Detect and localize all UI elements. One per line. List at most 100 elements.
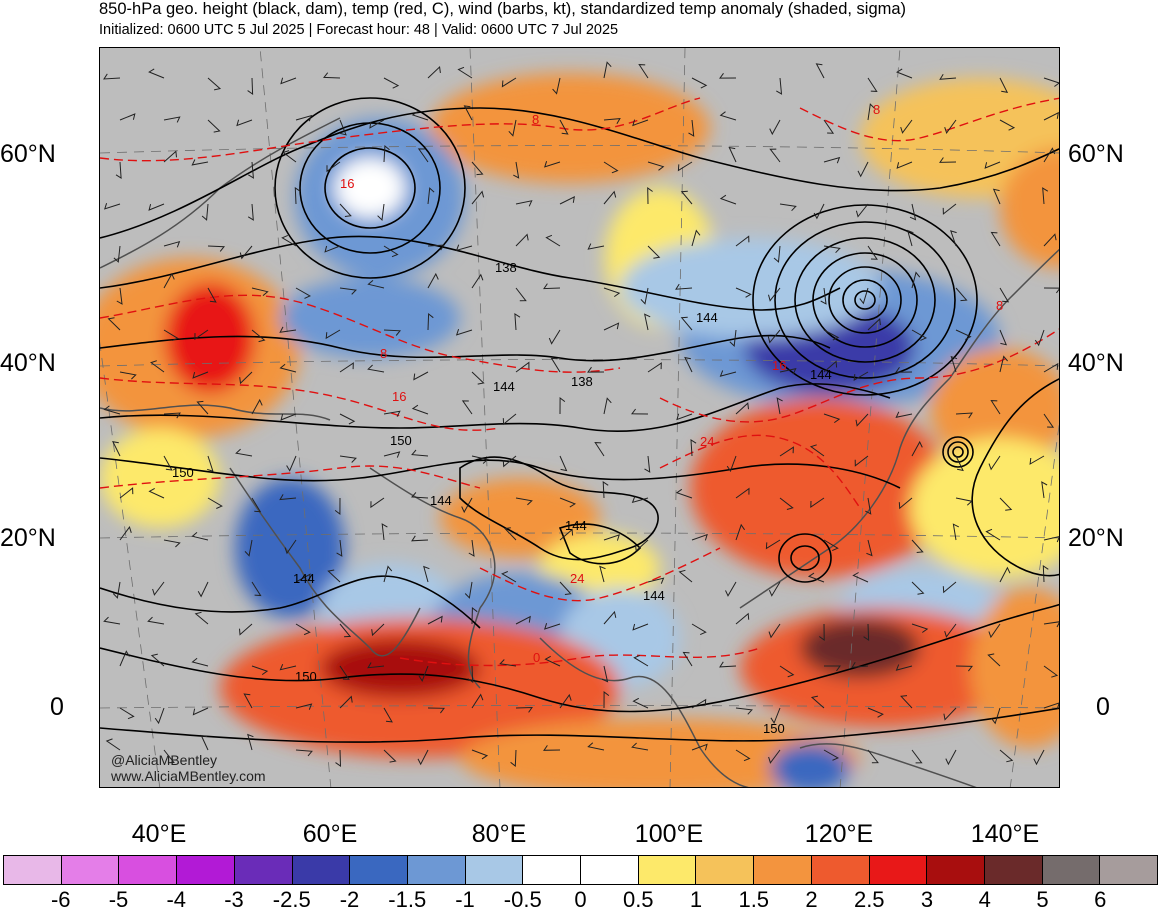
wind-barb: [543, 283, 561, 290]
wind-barb: [813, 203, 825, 220]
colorbar-tick-label: -2.5: [272, 887, 311, 912]
wind-barb: [603, 397, 612, 415]
wind-barb: [632, 697, 649, 709]
wind-barb: [632, 119, 649, 127]
wind-barb: [152, 581, 165, 596]
wind-barb: [900, 695, 913, 709]
wind-barb: [945, 749, 957, 766]
wind-barb: [499, 659, 517, 667]
wind-barb: [461, 400, 473, 415]
wind-barb: [779, 665, 795, 678]
wind-barb: [779, 446, 794, 457]
wind-barb: [999, 497, 1013, 511]
wind-barb: [823, 539, 839, 552]
wind-barb: [207, 455, 214, 472]
wind-barb: [950, 230, 957, 247]
wind-barb: [515, 497, 533, 506]
wind-barb: [719, 194, 737, 205]
wind-barb: [471, 190, 485, 205]
colorbar-tick-label: 3: [920, 887, 934, 912]
wind-barb: [200, 734, 209, 751]
colorbar-swatch: [4, 856, 62, 884]
wind-barb: [1042, 187, 1049, 205]
wind-barb: [955, 497, 973, 506]
colorbar-swatch: [581, 856, 639, 884]
wind-barb: [999, 355, 1008, 373]
colorbar-tick-label: 5: [1036, 887, 1049, 912]
wind-barb: [163, 150, 177, 163]
wind-barb: [324, 245, 341, 253]
wind-barb: [119, 707, 135, 720]
wind-barb: [691, 533, 708, 541]
wind-barb: [502, 413, 517, 426]
wind-barb: [194, 611, 209, 625]
wind-barb: [248, 161, 254, 179]
wind-barb: [939, 157, 957, 163]
height-label: 144: [293, 571, 315, 586]
wind-barb: [990, 400, 1001, 415]
wind-barb: [515, 706, 533, 713]
wind-barb: [339, 695, 353, 709]
wind-barb: [383, 245, 399, 258]
lat-label-40-right: 40°N: [1068, 349, 1124, 377]
wind-barb: [594, 442, 605, 457]
wind-barb: [999, 566, 1011, 583]
wind-barb: [559, 528, 574, 541]
wind-barb: [295, 114, 313, 122]
wind-barb: [987, 653, 1001, 667]
wind-barb: [675, 283, 693, 290]
wind-barb: [515, 200, 533, 207]
wind-barb: [950, 355, 958, 373]
wind-barb: [116, 287, 123, 305]
colorbar-swatch: [407, 856, 466, 884]
wind-barb: [955, 665, 973, 672]
wind-barb: [559, 693, 572, 709]
wind-barb: [112, 581, 121, 599]
wind-barb: [911, 623, 929, 633]
wind-barb: [587, 366, 605, 373]
wind-barb: [895, 367, 913, 373]
wind-barb: [247, 203, 254, 221]
wind-barb: [207, 287, 217, 303]
height-label: 144: [565, 518, 587, 533]
credit-handle: @AliciaMBentley: [111, 752, 218, 768]
map-canvas: 138 144 144 138 144 150 150 144 144 144 …: [100, 48, 1059, 787]
colorbar-tick-label: 2: [805, 887, 818, 912]
wind-barb: [119, 650, 130, 667]
wind-barb: [603, 287, 621, 298]
wind-barb: [631, 408, 649, 415]
height-label: 144: [430, 493, 452, 508]
wind-barb: [911, 749, 923, 764]
wind-barb: [417, 148, 429, 163]
wind-barb: [603, 118, 621, 124]
wind-barb: [680, 316, 693, 331]
wind-barb: [239, 623, 253, 636]
wind-barb: [867, 318, 881, 331]
colorbar-tick-label: -2: [339, 887, 360, 912]
wind-barb: [336, 539, 343, 557]
wind-barb: [514, 313, 521, 331]
wind-barb: [719, 111, 737, 121]
colorbar-swatch: [811, 856, 870, 884]
wind-barb: [411, 449, 429, 457]
wind-barb: [191, 657, 209, 667]
wind-barb: [819, 623, 825, 641]
wind-barb: [279, 363, 297, 373]
wind-barb: [559, 196, 575, 205]
wind-barb: [115, 161, 122, 179]
wind-barb: [381, 523, 388, 541]
wind-barb: [559, 581, 572, 595]
wind-barb: [339, 287, 357, 295]
wind-barb: [545, 234, 561, 247]
wind-barb: [548, 329, 561, 345]
wind-barb: [326, 161, 341, 173]
lon-label-140: 140°E: [970, 820, 1040, 848]
wind-barb: [371, 623, 385, 637]
wind-barb: [675, 488, 693, 499]
height-label: 144: [810, 367, 832, 382]
wind-barb: [471, 161, 484, 176]
height-label: 144: [643, 588, 665, 603]
wind-barb: [284, 539, 297, 555]
wind-barb: [544, 623, 561, 630]
wind-barb: [735, 707, 753, 715]
